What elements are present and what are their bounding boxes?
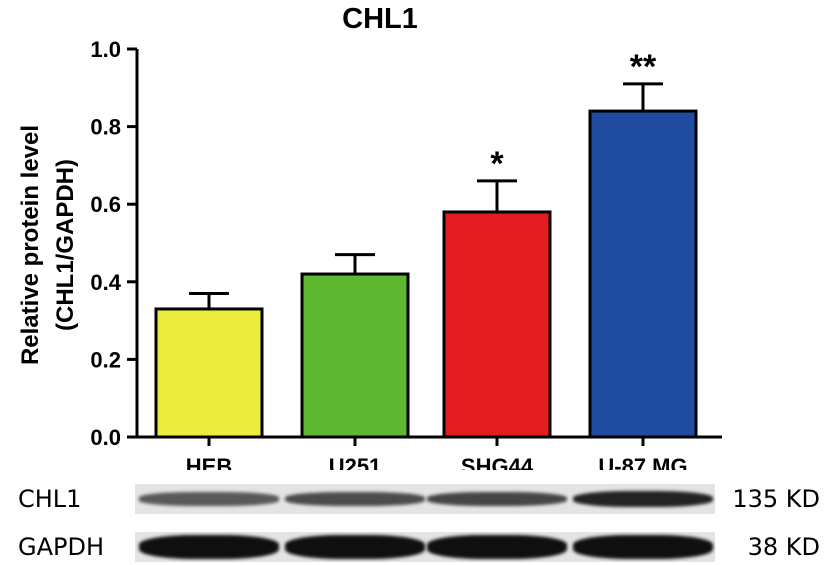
- blot-band: [427, 491, 567, 507]
- x-tick-label: U251: [329, 454, 382, 470]
- bar: [300, 272, 410, 439]
- y-tick-label: 0.6: [90, 192, 121, 217]
- y-tick-label: 0.0: [90, 425, 121, 450]
- chart-title: CHL1: [342, 3, 418, 35]
- blot-band: [573, 490, 713, 508]
- blot-band: [427, 535, 567, 559]
- significance-marker: **: [630, 48, 657, 86]
- blot-size-label: 38 KD: [747, 533, 820, 561]
- blot-protein-label: CHL1: [18, 485, 82, 513]
- bar: [588, 109, 698, 439]
- blot-band: [573, 535, 713, 559]
- blot-protein-label: GAPDH: [18, 533, 105, 561]
- blot-band: [285, 491, 425, 507]
- y-tick-label: 0.4: [90, 270, 121, 295]
- significance-marker: *: [490, 145, 504, 183]
- blot-strip: [135, 532, 715, 562]
- y-tick-label: 1.0: [90, 37, 121, 62]
- y-tick-label: 0.2: [90, 347, 121, 372]
- bar-chart: CHL1 Relative protein level (CHL1/GAPDH)…: [17, 3, 722, 470]
- blot-band: [139, 492, 279, 506]
- blot-size-label: 135 KD: [732, 485, 820, 513]
- x-tick-label: HEB: [186, 454, 232, 470]
- bar: [442, 210, 552, 439]
- x-tick-label: U-87 MG: [598, 454, 687, 470]
- blot-strip: [135, 484, 715, 514]
- y-axis-label-line2: (CHL1/GAPDH): [52, 159, 79, 331]
- blot-band: [285, 535, 425, 559]
- blot-band: [139, 535, 279, 559]
- x-tick-label: SHG44: [461, 454, 534, 470]
- y-axis-label-line1: Relative protein level: [17, 125, 44, 365]
- bar: [154, 307, 264, 439]
- y-tick-label: 0.8: [90, 115, 121, 140]
